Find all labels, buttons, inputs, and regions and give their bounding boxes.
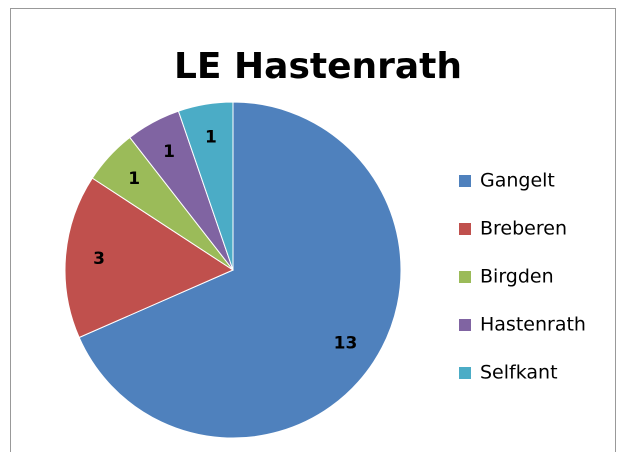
legend-swatch	[459, 367, 471, 379]
pie-slice	[177, 101, 234, 271]
legend-label: Hastenrath	[480, 314, 586, 336]
data-label: 1	[205, 127, 217, 147]
legend-label: Breberen	[480, 218, 567, 240]
legend-swatch	[459, 271, 471, 283]
data-label: 1	[128, 169, 140, 189]
chart-title: LE Hastenrath	[174, 46, 462, 87]
legend-label: Birgden	[480, 266, 554, 288]
pie-slice	[78, 101, 402, 439]
data-label: 1	[163, 142, 175, 162]
data-label: 13	[334, 334, 358, 354]
pie-slice	[64, 177, 235, 339]
data-label: 3	[93, 249, 105, 269]
legend-label: Gangelt	[480, 170, 555, 192]
legend-swatch	[459, 223, 471, 235]
legend-swatch	[459, 175, 471, 187]
legend-swatch	[459, 319, 471, 331]
legend-label: Selfkant	[480, 362, 558, 384]
